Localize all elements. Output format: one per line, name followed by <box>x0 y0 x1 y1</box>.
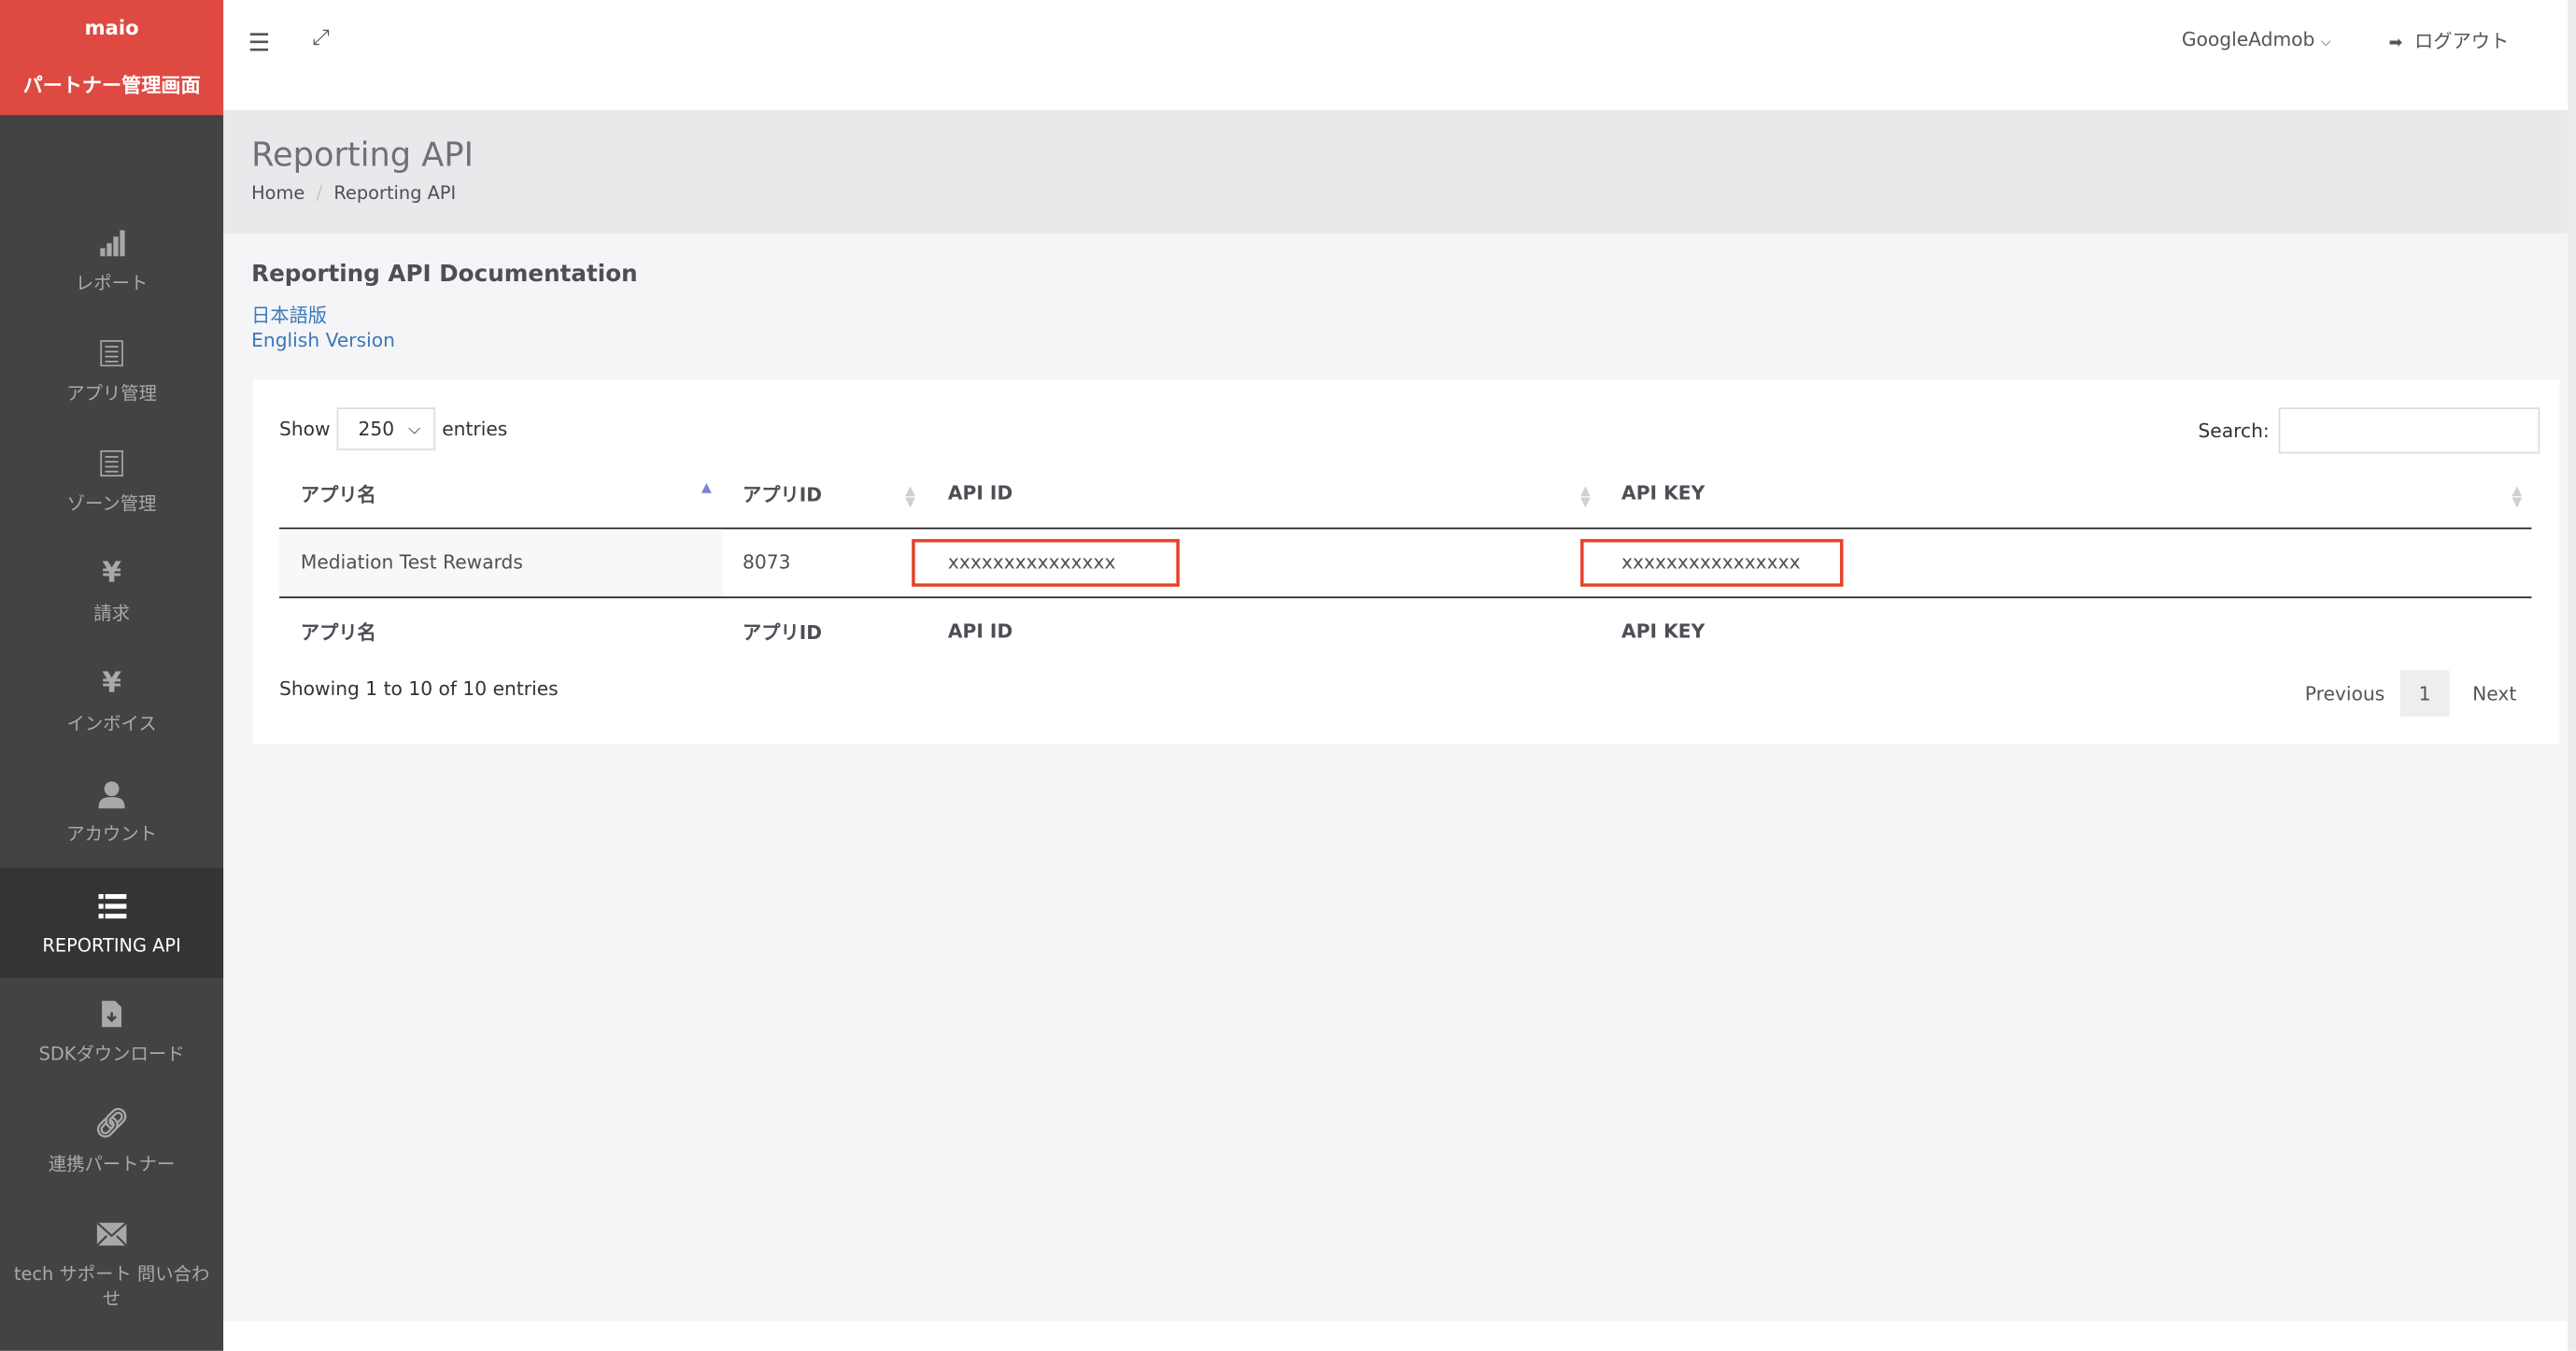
sidebar-item-label: アカウント <box>66 823 157 846</box>
yen-icon: ¥ <box>102 557 122 590</box>
cell-app-name: Mediation Test Rewards <box>300 550 523 574</box>
bar-chart-icon <box>0 227 223 260</box>
sort-icon[interactable]: ▲ ▼ <box>2512 483 2523 510</box>
page-header: Reporting API Home / Reporting API <box>223 109 2569 234</box>
user-icon <box>0 777 223 810</box>
sidebar-item-report[interactable]: レポート <box>0 210 223 320</box>
file-download-icon <box>0 998 223 1031</box>
content: Reporting API Documentation 日本語版 English… <box>223 233 2569 1322</box>
search-control: Search: <box>2198 407 2541 454</box>
footer-app-name: アプリ名 <box>300 620 376 645</box>
sidebar-item-label: アプリ管理 <box>66 382 157 405</box>
sidebar-item-label: SDKダウンロード <box>38 1043 185 1065</box>
brand-header[interactable]: maio パートナー管理画面 <box>0 0 224 116</box>
sort-asc-icon[interactable]: ▲ <box>701 479 712 495</box>
topbar: ☰ ⤢ GoogleAdmob ⌵ ➡︎ ログアウト <box>223 0 2576 110</box>
sign-out-icon: ➡︎ <box>2388 34 2403 53</box>
sidebar-item-account[interactable]: アカウント <box>0 761 223 871</box>
column-header-api-id[interactable]: API ID <box>947 481 1013 505</box>
footer-app-id: アプリID <box>743 620 823 645</box>
sidebar-item-label: tech サポート 問い合わせ <box>13 1263 210 1310</box>
logout-button[interactable]: ➡︎ ログアウト <box>2388 28 2509 54</box>
sidebar-item-label: インボイス <box>66 713 157 735</box>
api-table-card: Show 250 ⌵ entries Search: アプリ名 ▲ アプリID ▲… <box>252 379 2560 745</box>
breadcrumb-home[interactable]: Home <box>251 182 305 205</box>
breadcrumb: Home / Reporting API <box>251 182 457 205</box>
sidebar-item-partners[interactable]: 🔗︎ 連携パートナー <box>0 1091 223 1202</box>
search-label: Search: <box>2198 419 2270 443</box>
sort-icon[interactable]: ▲ ▼ <box>1580 483 1591 510</box>
menu-toggle-icon[interactable]: ☰ <box>248 27 271 58</box>
sidebar-item-label: 請求 <box>93 603 130 625</box>
sidebar-item-zones[interactable]: ゾーン管理 <box>0 431 223 541</box>
logout-label: ログアウト <box>2414 29 2510 53</box>
chevron-down-icon: ⌵ <box>2320 34 2331 50</box>
brand-subtitle: パートナー管理画面 <box>22 74 201 97</box>
divider <box>279 596 2532 599</box>
user-dropdown[interactable]: GoogleAdmob ⌵ <box>2182 28 2331 51</box>
sidebar-item-apps[interactable]: アプリ管理 <box>0 320 223 431</box>
page-1-button[interactable]: 1 <box>2399 670 2450 717</box>
sidebar-item-invoice[interactable]: ¥ インボイス <box>0 651 223 761</box>
breadcrumb-current: Reporting API <box>333 182 457 205</box>
list-icon <box>0 889 223 922</box>
user-name: GoogleAdmob <box>2181 27 2315 51</box>
envelope-icon <box>0 1217 223 1250</box>
sidebar-item-label: 連携パートナー <box>48 1153 176 1175</box>
page-length-control: Show 250 ⌵ entries <box>279 407 507 450</box>
link-english[interactable]: English Version <box>251 328 395 352</box>
highlight-box <box>912 538 1180 587</box>
cell-api-key: xxxxxxxxxxxxxxxx <box>1621 550 1801 574</box>
sidebar-item-label: REPORTING API <box>42 934 181 957</box>
cell-app-id: 8073 <box>743 550 791 574</box>
yen-icon: ¥ <box>102 667 122 701</box>
column-header-api-key[interactable]: API KEY <box>1621 481 1706 505</box>
scrollbar-track[interactable] <box>2568 0 2576 1351</box>
doc-title: Reporting API Documentation <box>251 261 638 288</box>
page-length-select[interactable]: 250 ⌵ <box>336 407 436 450</box>
sidebar-item-tech-support[interactable]: tech サポート 問い合わせ <box>0 1202 223 1333</box>
page-title: Reporting API <box>251 135 474 175</box>
search-input[interactable] <box>2279 407 2541 454</box>
sidebar-item-reporting-api[interactable]: REPORTING API <box>0 867 224 978</box>
table-cell-bg <box>279 529 723 597</box>
sidebar-item-billing[interactable]: ¥ 請求 <box>0 541 223 651</box>
link-icon: 🔗︎ <box>93 1107 130 1141</box>
highlight-box <box>1580 538 1844 587</box>
entries-label: entries <box>442 417 508 441</box>
fullscreen-icon[interactable]: ⤢ <box>312 26 330 51</box>
list-document-icon <box>0 447 223 479</box>
chevron-down-icon: ⌵ <box>407 420 421 438</box>
column-header-app-name[interactable]: アプリ名 <box>300 483 376 506</box>
cell-api-id: xxxxxxxxxxxxxxx <box>947 550 1116 574</box>
sidebar-item-label: レポート <box>75 272 149 294</box>
sidebar-item-sdk-download[interactable]: SDKダウンロード <box>0 981 223 1091</box>
footer-api-id: API ID <box>947 619 1013 643</box>
brand-logo: maio <box>84 16 139 40</box>
column-header-app-id[interactable]: アプリID <box>743 483 823 506</box>
table-info: Showing 1 to 10 of 10 entries <box>279 676 559 701</box>
footer-api-key: API KEY <box>1621 619 1706 643</box>
list-document-icon <box>0 337 223 370</box>
footer <box>223 1321 2569 1351</box>
sort-icon[interactable]: ▲ ▼ <box>905 483 915 510</box>
link-japanese[interactable]: 日本語版 <box>251 304 328 328</box>
next-button[interactable]: Next <box>2472 681 2517 705</box>
sidebar-item-label: ゾーン管理 <box>66 492 157 515</box>
divider <box>279 527 2532 530</box>
show-label: Show <box>279 417 331 441</box>
previous-button[interactable]: Previous <box>2304 681 2385 705</box>
sidebar: maio パートナー管理画面 レポート アプリ管理 ゾーン管理 ¥ 請求 ¥ イ… <box>0 0 224 1351</box>
page-length-value: 250 <box>358 417 395 441</box>
